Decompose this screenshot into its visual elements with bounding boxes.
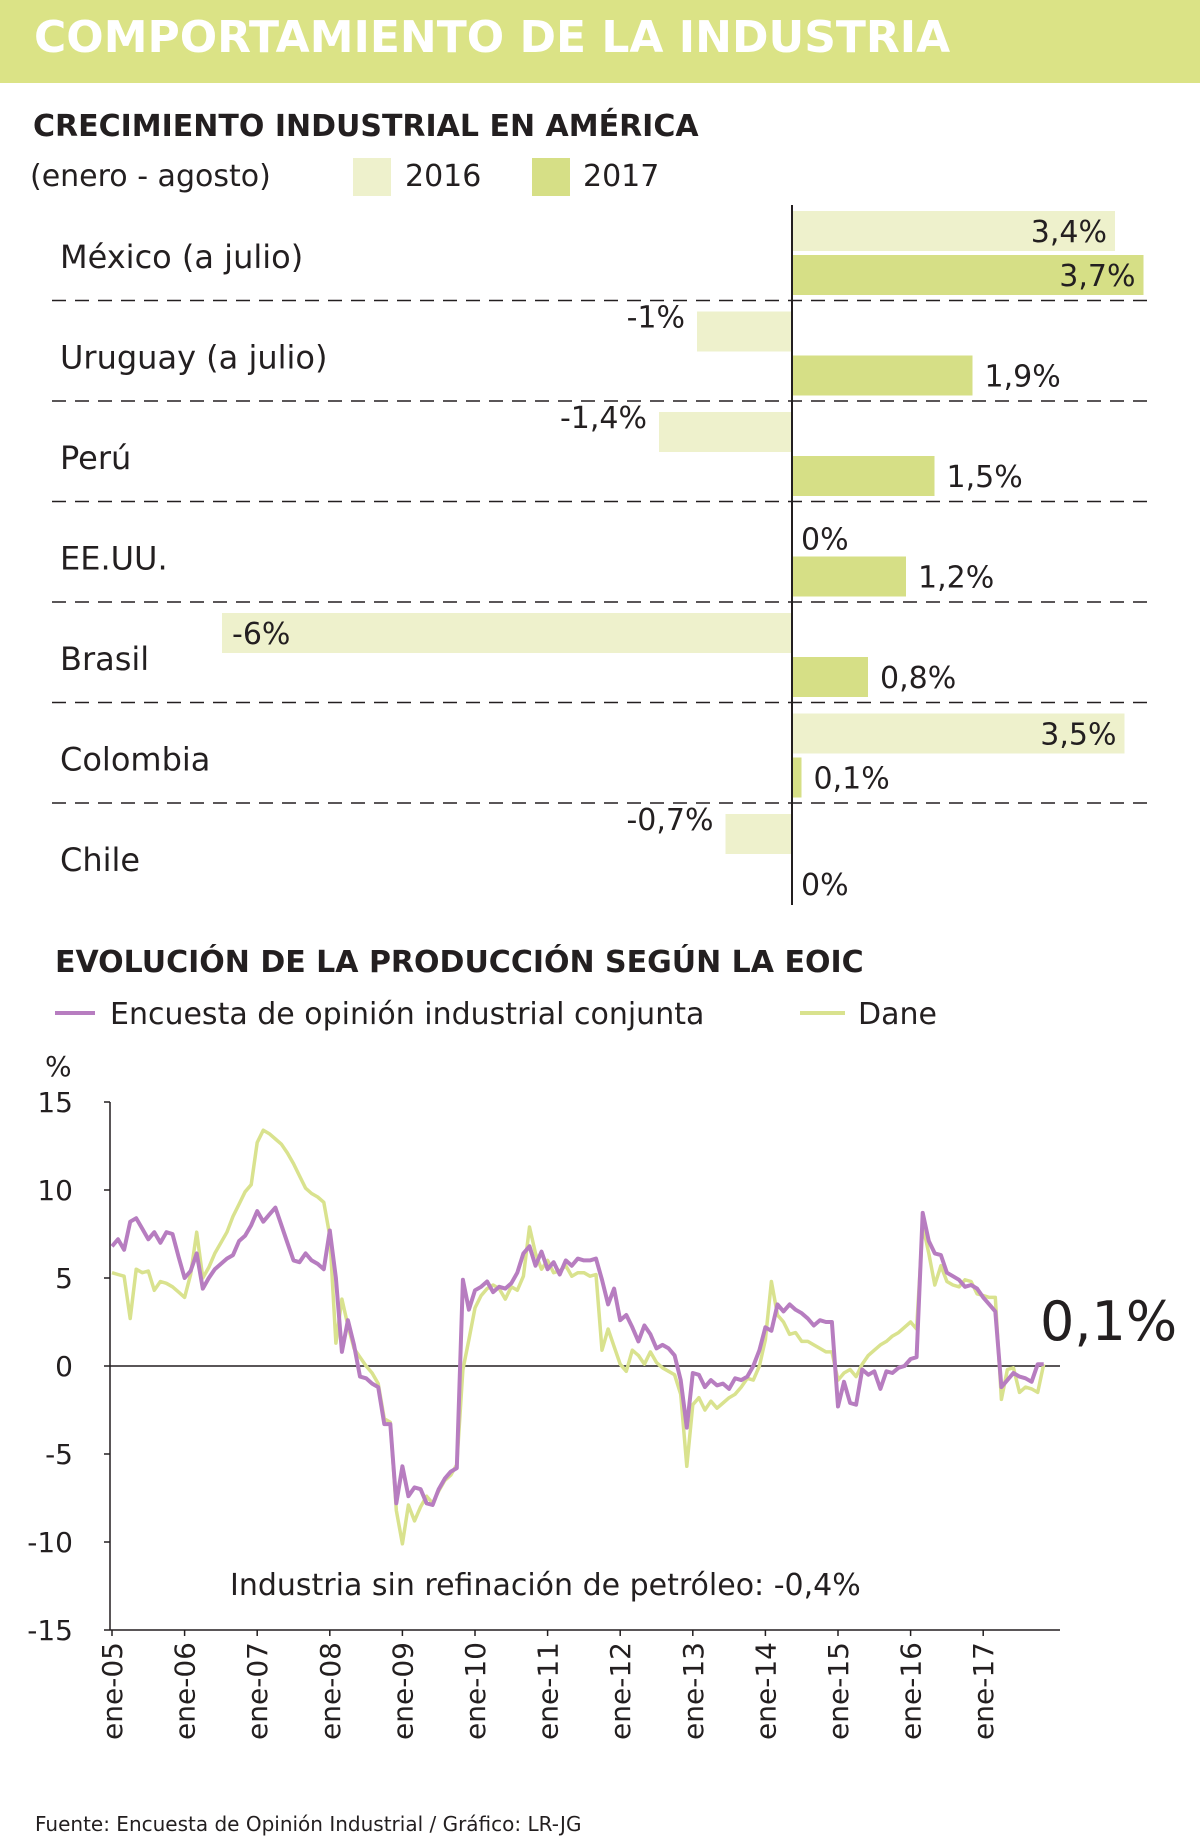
y-tick-label: -10 <box>27 1526 73 1559</box>
category-label: Brasil <box>60 640 149 678</box>
x-tick-label: ene-10 <box>459 1642 492 1740</box>
bar-2017 <box>792 556 906 597</box>
category-label: Colombia <box>60 741 210 779</box>
x-tick-label: ene-07 <box>241 1642 274 1740</box>
x-tick-label: ene-09 <box>386 1642 419 1740</box>
series-line-eoic <box>110 1205 1044 1507</box>
x-tick-label: ene-16 <box>895 1642 928 1740</box>
category-label: Chile <box>60 841 140 879</box>
bar-2016 <box>222 613 792 653</box>
x-tick-label: ene-12 <box>604 1642 637 1740</box>
bar-value-label: -0,7% <box>626 803 713 838</box>
bar-value-label: 3,7% <box>1059 259 1135 294</box>
y-axis-label: % <box>45 1050 72 1083</box>
y-tick-label: 5 <box>55 1262 73 1295</box>
bar-value-label: 0% <box>801 523 849 558</box>
annotation-refining: Industria sin refinación de petróleo: -0… <box>230 1568 861 1603</box>
y-tick-label: -15 <box>27 1614 73 1647</box>
x-tick-label: ene-14 <box>749 1642 782 1740</box>
bar-2016 <box>792 713 1125 754</box>
x-tick-label: ene-06 <box>169 1642 202 1740</box>
y-tick-label: 15 <box>37 1086 73 1119</box>
bar-value-label: 1,9% <box>985 360 1061 395</box>
bar-value-label: 1,5% <box>947 460 1023 495</box>
x-tick-label: ene-05 <box>96 1642 129 1740</box>
title-banner: COMPORTAMIENTO DE LA INDUSTRIA <box>0 0 1200 83</box>
bar-2017 <box>792 255 1144 295</box>
banner-title: COMPORTAMIENTO DE LA INDUSTRIA <box>34 12 951 63</box>
bar-value-label: 0,8% <box>880 661 956 696</box>
bar-2016 <box>659 412 792 452</box>
bar-2017 <box>792 355 973 396</box>
bar-2017 <box>792 456 935 496</box>
line-chart-title: EVOLUCIÓN DE LA PRODUCCIÓN SEGÚN LA EOIC <box>55 943 864 980</box>
bar-value-label: 0,1% <box>814 762 890 797</box>
bar-value-label: 3,4% <box>1031 215 1107 250</box>
bar-2016 <box>697 311 792 352</box>
legend-swatch-2017 <box>532 158 570 196</box>
x-tick-label: ene-15 <box>822 1642 855 1740</box>
legend-swatch-2016 <box>353 158 391 196</box>
bar-chart-subtitle: (enero - agosto) <box>30 159 271 194</box>
y-tick-label: 10 <box>37 1174 73 1207</box>
x-tick-label: ene-17 <box>967 1642 1000 1740</box>
bar-2017 <box>792 657 868 697</box>
bar-2016 <box>725 814 792 854</box>
bar-value-label: -1,4% <box>560 401 647 436</box>
category-label: Perú <box>60 439 131 477</box>
bar-value-label: 0% <box>801 868 849 903</box>
category-label: EE.UU. <box>60 540 168 578</box>
y-tick-label: -5 <box>45 1438 73 1471</box>
category-label: México (a julio) <box>60 238 303 276</box>
bar-2017 <box>792 757 802 798</box>
bar-value-label: 1,2% <box>918 561 994 596</box>
legend-eoic-label: Encuesta de opinión industrial conjunta <box>110 997 704 1032</box>
bar-value-label: -1% <box>627 301 685 336</box>
line-chart: %15 10 5 0 -5 -10 -15 ene-05 ene-06 ene-07 ene-08 e… <box>27 1050 1177 1740</box>
bar-value-label: 3,5% <box>1040 718 1116 753</box>
bar-chart: México (a julio) 3,4% 3,7% Uruguay (a julio… <box>52 205 1150 905</box>
legend-dane-label: Dane <box>858 997 937 1032</box>
series-line-dane <box>111 1128 1046 1546</box>
bar-chart-title: CRECIMIENTO INDUSTRIAL EN AMÉRICA <box>33 108 699 144</box>
y-tick-label: 0 <box>55 1350 73 1383</box>
x-tick-label: ene-08 <box>314 1642 347 1740</box>
legend-label-2017: 2017 <box>583 159 659 194</box>
x-tick-label: ene-11 <box>532 1642 565 1740</box>
source-note: Fuente: Encuesta de Opinión Industrial /… <box>35 1812 581 1836</box>
bar-value-label: -6% <box>232 617 290 652</box>
category-label: Uruguay (a julio) <box>60 339 327 377</box>
end-value-label: 0,1% <box>1040 1290 1177 1353</box>
legend-label-2016: 2016 <box>405 159 481 194</box>
bar-2016 <box>792 211 1115 251</box>
x-tick-label: ene-13 <box>677 1642 710 1740</box>
